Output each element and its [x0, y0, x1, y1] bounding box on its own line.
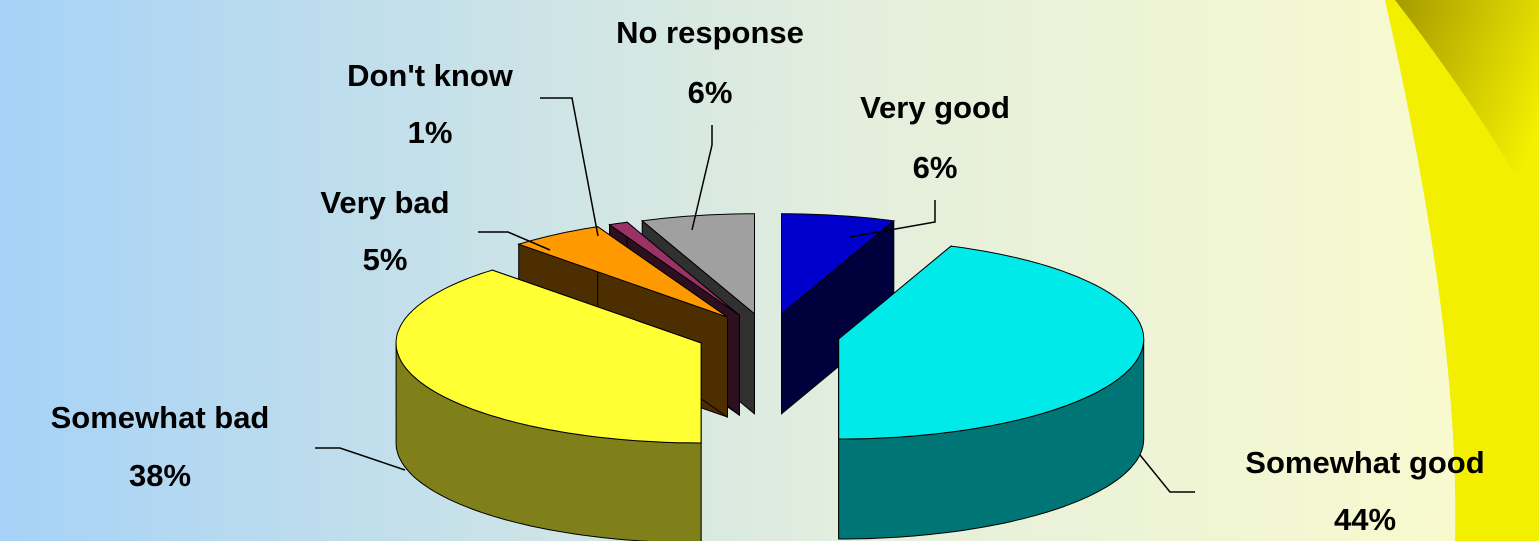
value-label: 1%: [408, 115, 453, 150]
slice-label: Don't know: [347, 58, 514, 93]
slice-top: [640, 213, 755, 315]
value-label: 44%: [1334, 502, 1396, 537]
value-label: 5%: [363, 242, 408, 277]
slice-top: [517, 226, 728, 318]
slice-label: Somewhat good: [1245, 445, 1484, 480]
slice-top: [608, 221, 740, 316]
leader-line: [849, 200, 936, 238]
leader-line: [540, 97, 599, 237]
slice: [781, 213, 896, 415]
slice-top: [838, 245, 1145, 440]
slice-label: Very good: [860, 90, 1010, 125]
leader-line: [315, 447, 406, 471]
value-label: 6%: [688, 75, 733, 110]
labels: Very good 6% Somewhat good 44% Somewhat bad 3…: [51, 15, 1485, 537]
leader-line: [478, 231, 551, 251]
slice-top: [781, 213, 896, 315]
leader-line: [691, 125, 713, 231]
decor-swoosh-dark: [1395, 0, 1539, 215]
slice: [395, 269, 702, 541]
value-label: 38%: [129, 458, 191, 493]
slice-label: Somewhat bad: [51, 400, 270, 435]
leader-line: [1139, 454, 1195, 493]
value-label: 6%: [913, 150, 958, 185]
pie: [395, 213, 1145, 541]
slice-top: [395, 269, 702, 444]
slice: [838, 245, 1145, 540]
slice-label: Very bad: [320, 185, 449, 220]
slice-label: No response: [616, 15, 804, 50]
